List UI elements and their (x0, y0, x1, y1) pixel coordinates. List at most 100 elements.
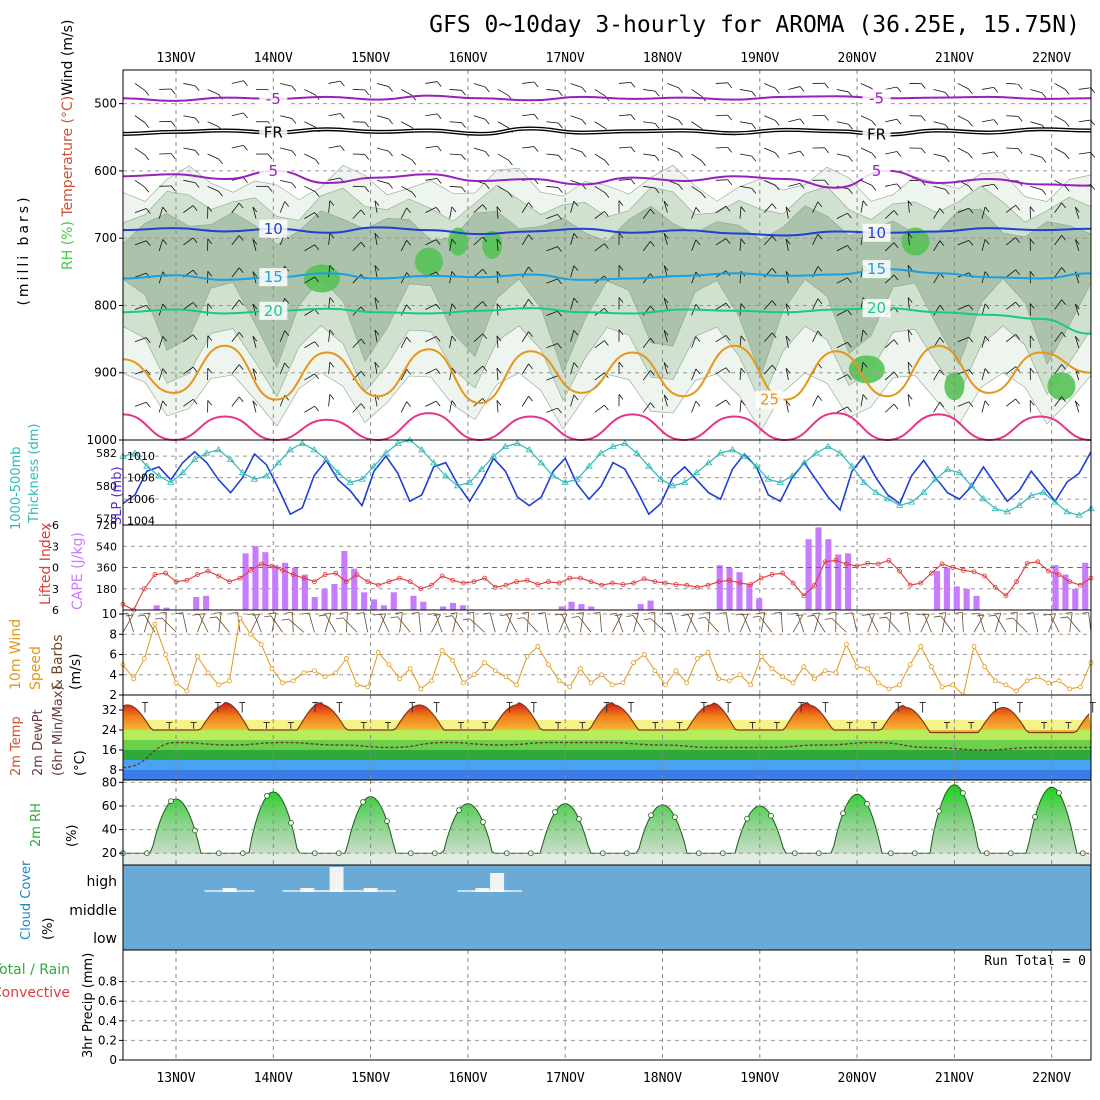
y-axis-unit: (milli bars) (16, 194, 32, 305)
isotherm-label: -5 (869, 89, 884, 107)
cape-bar (825, 539, 831, 610)
rh-point (1033, 814, 1038, 819)
wind-barb (192, 614, 199, 615)
date-label-bottom: 18NOV (643, 1071, 682, 1086)
date-label-bottom: 22NOV (1032, 1071, 1071, 1086)
y-tick-label: 0 (109, 1053, 117, 1067)
cape-bar (964, 589, 970, 610)
wind-speed-point (727, 679, 731, 683)
y-tick-label: middle (69, 903, 117, 919)
wind-speed-point (515, 683, 519, 687)
wind-barb (900, 612, 907, 613)
cape-bar (460, 605, 466, 610)
y-tick-label: 6 (109, 648, 117, 662)
cloud-bar (330, 867, 344, 892)
wind-speed-point (834, 671, 838, 675)
wind-barb (343, 618, 357, 632)
rh-point (769, 813, 774, 818)
cape-bar (717, 565, 723, 610)
wind-barb (357, 613, 364, 614)
date-label-bottom: 16NOV (448, 1071, 487, 1086)
rh-point (577, 817, 582, 822)
y-axis-label-part: Convective (0, 985, 70, 1001)
chart-title: GFS 0~10day 3-hourly for AROMA (36.25E, … (429, 12, 1080, 38)
date-label-bottom: 13NOV (156, 1071, 195, 1086)
wind-speed-point (525, 655, 529, 659)
wind-speed-point (695, 657, 699, 661)
wind-barb (1010, 612, 1017, 613)
panel-frame (123, 440, 1091, 525)
rh-point (385, 819, 390, 824)
wind-barb (285, 612, 292, 613)
wind-speed-point (281, 681, 285, 685)
wind-speed-point (185, 689, 189, 693)
wind-speed-point (291, 679, 295, 683)
wind-barb (648, 612, 655, 613)
cape-bar (262, 552, 268, 610)
wind-speed-point (951, 683, 955, 687)
date-label-top: 21NOV (935, 51, 974, 66)
slp-line (123, 452, 1091, 514)
isotherm-label: 20 (264, 302, 283, 320)
upper-air-panel: -5 -5FR FR5 510 1015 1520 20255006007008009001… (86, 70, 1094, 447)
wind-barb (289, 619, 304, 632)
cape-bar (450, 603, 456, 610)
wind-barb (774, 612, 781, 613)
wind-speed-point (259, 642, 263, 646)
cape-bar (322, 589, 328, 610)
y-tick-label: 40 (102, 823, 117, 837)
y-axis-label-lifted: Lifted Index (38, 523, 54, 605)
cape-bar (371, 599, 377, 610)
wind-barb (907, 612, 910, 632)
wind-barb (336, 618, 343, 619)
y-tick-label: 1000 (86, 433, 117, 447)
isotherm-label: 15 (264, 268, 283, 286)
wind-speed-point (142, 657, 146, 661)
isotherm-label: 5 (269, 162, 279, 180)
wind-barb (698, 617, 705, 618)
wind-barb (264, 616, 271, 617)
wind-speed-point (738, 673, 742, 677)
date-label-bottom: 19NOV (740, 1071, 779, 1086)
wind-speed-point (323, 675, 327, 679)
date-label-bottom: 14NOV (254, 1071, 293, 1086)
rh-point (937, 809, 942, 814)
wind-speed-point (1004, 683, 1008, 687)
run-total-label: Run Total = 0 (984, 954, 1086, 969)
wind-speed-point (791, 681, 795, 685)
y-tick-label: 0.6 (98, 994, 117, 1008)
wind-barb (214, 612, 221, 613)
rh-point (841, 811, 846, 816)
rh-point (745, 816, 750, 821)
cape-bar (578, 604, 584, 610)
y-axis-label-part: (%) (65, 825, 80, 848)
cloud-background (123, 865, 1091, 950)
y-axis-label-thickness: Thickness (dm) (27, 424, 42, 524)
y-tick-label: 10 (102, 607, 117, 621)
isotherm-label: -5 (266, 90, 281, 108)
wind-barb (977, 615, 984, 616)
wind-speed-point (983, 665, 987, 669)
temperature-band (123, 750, 1091, 760)
wind-speed-point (1015, 689, 1019, 693)
wind-barb (886, 617, 899, 632)
wind-barb (972, 613, 979, 614)
cape-bar (648, 601, 654, 610)
wind-speed-point (621, 681, 625, 685)
y-tick-label-right: 180 (96, 583, 117, 596)
y-tick-label: 32 (102, 703, 117, 717)
wind-speed-point (589, 681, 593, 685)
wind-barb (319, 615, 326, 616)
wind-speed-point (908, 663, 912, 667)
wind-speed-point (483, 661, 487, 665)
cape-bar (1052, 565, 1058, 610)
wind-speed-point (706, 651, 710, 655)
wind-barb (1034, 613, 1038, 633)
wind-speed-line (123, 618, 1091, 695)
cape-bar (727, 568, 733, 611)
cloud-panel: highmiddlelow (69, 865, 1091, 950)
cape-bar (835, 555, 841, 610)
wind-barb (463, 619, 470, 620)
wind-barb (829, 612, 836, 613)
rh-moist-pocket (482, 231, 502, 259)
